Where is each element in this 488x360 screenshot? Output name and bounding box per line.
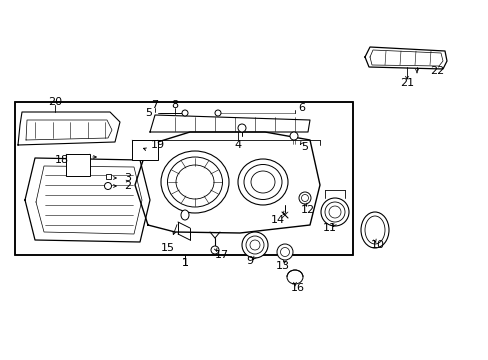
Ellipse shape [276,244,292,260]
Polygon shape [364,47,446,69]
Polygon shape [135,132,319,233]
Polygon shape [25,158,150,242]
Ellipse shape [320,198,348,226]
Bar [15,102,352,255]
Bar [132,140,158,160]
Ellipse shape [238,159,287,205]
Bar [106,174,111,179]
Text: 22: 22 [429,66,443,76]
Text: 1: 1 [181,258,188,268]
Text: 17: 17 [215,250,228,260]
Text: 16: 16 [290,283,305,293]
Text: 2: 2 [124,181,131,191]
Ellipse shape [289,132,297,140]
Ellipse shape [161,151,228,213]
Text: 13: 13 [275,261,289,271]
Text: 18: 18 [55,155,69,165]
Ellipse shape [242,232,267,258]
Ellipse shape [181,210,189,220]
Ellipse shape [286,270,303,284]
Text: 8: 8 [171,100,178,110]
Polygon shape [150,115,309,132]
Ellipse shape [238,124,245,132]
Ellipse shape [104,183,111,189]
Text: 19: 19 [151,140,165,150]
Ellipse shape [215,110,221,116]
Text: 6: 6 [298,103,305,113]
Text: 9: 9 [246,256,253,266]
Text: 3: 3 [124,173,131,183]
Text: 15: 15 [161,243,175,253]
Bar [15,102,352,255]
Text: 7: 7 [151,100,158,110]
Text: 14: 14 [270,215,285,225]
Text: 5: 5 [301,142,308,152]
Text: 4: 4 [234,140,241,150]
Text: 20: 20 [48,97,62,107]
Text: 11: 11 [323,223,336,233]
Polygon shape [18,112,120,145]
Ellipse shape [360,212,388,248]
Text: 12: 12 [300,205,314,215]
Ellipse shape [182,110,187,116]
Ellipse shape [298,192,310,204]
Ellipse shape [210,246,219,254]
Bar [66,154,90,176]
Text: 1: 1 [181,258,188,268]
Text: 5: 5 [145,108,152,118]
Text: 10: 10 [370,240,384,250]
Text: 21: 21 [399,78,413,88]
